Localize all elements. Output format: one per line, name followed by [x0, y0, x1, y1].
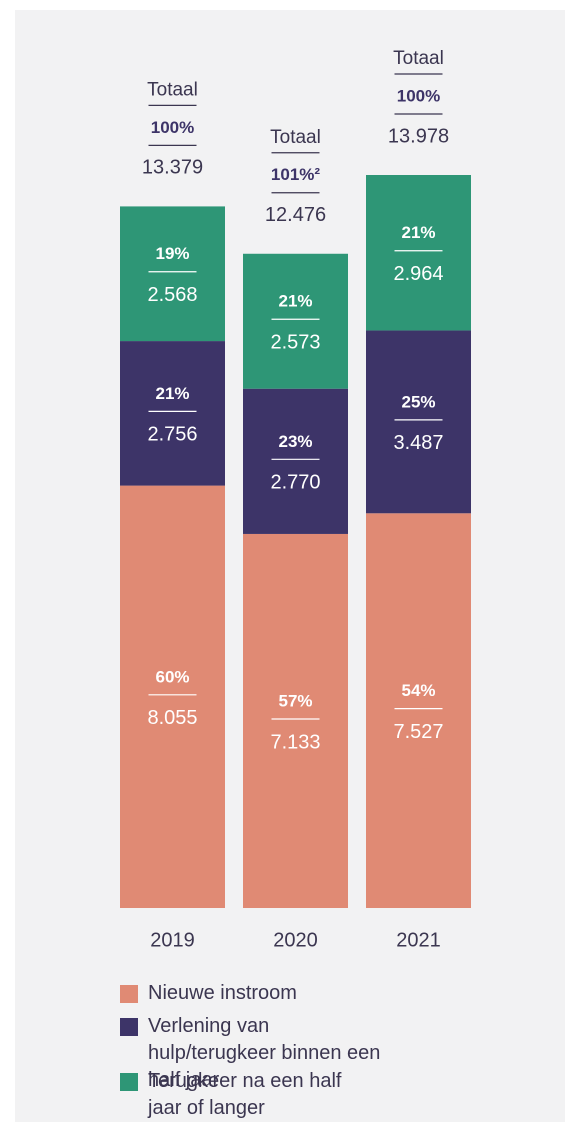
- value-label: 2.756: [147, 424, 197, 446]
- legend-item: Nieuwe instroom: [120, 980, 520, 1007]
- total-share-label: 100%: [151, 118, 194, 137]
- legend-item: Terugkeer na een half jaar of langer: [120, 1068, 370, 1122]
- share-label: 21%: [278, 292, 312, 311]
- share-label: 57%: [278, 691, 312, 710]
- x-tick-label: 2019: [150, 929, 195, 951]
- share-label: 21%: [401, 223, 435, 242]
- total-share-label: 101%²: [271, 165, 320, 184]
- value-label: 8.055: [147, 707, 197, 729]
- share-label: 21%: [155, 384, 189, 403]
- bar-segment: [243, 253, 348, 389]
- share-label: 19%: [155, 244, 189, 263]
- bar-segment: [366, 513, 471, 908]
- bar-segment: [243, 388, 348, 534]
- bar-segment: [243, 533, 348, 908]
- share-label: 25%: [401, 392, 435, 411]
- legend-swatch: [120, 1073, 138, 1091]
- total-title: Totaal: [147, 79, 198, 100]
- legend-swatch: [120, 1018, 138, 1036]
- total-label: 13.978: [388, 125, 449, 147]
- value-label: 7.133: [270, 731, 320, 753]
- value-label: 7.527: [393, 721, 443, 743]
- bar-segment: [120, 341, 225, 486]
- share-label: 23%: [278, 432, 312, 451]
- bar-segment: [120, 485, 225, 908]
- total-title: Totaal: [393, 48, 444, 69]
- bar-segment: [366, 175, 471, 331]
- legend-item: Verlening van hulp/terugkeer binnen een …: [120, 1013, 395, 1094]
- legend-swatch: [120, 985, 138, 1003]
- total-label: 13.379: [142, 157, 203, 179]
- x-tick-label: 2021: [396, 929, 441, 951]
- total-label: 12.476: [265, 204, 326, 226]
- value-label: 2.770: [270, 472, 320, 494]
- legend-label: Nieuwe instroom: [148, 982, 297, 1004]
- total-title: Totaal: [270, 127, 321, 148]
- bar-segment: [120, 206, 225, 342]
- bar-segment: [366, 330, 471, 514]
- share-label: 54%: [401, 681, 435, 700]
- value-label: 2.573: [270, 332, 320, 354]
- total-share-label: 100%: [397, 86, 440, 105]
- x-tick-label: 2020: [273, 929, 318, 951]
- share-label: 60%: [155, 667, 189, 686]
- legend-label: Terugkeer na een half jaar of langer: [148, 1070, 342, 1119]
- value-label: 2.964: [393, 263, 443, 285]
- legend-label: Verlening van hulp/terugkeer binnen een …: [148, 1015, 381, 1091]
- value-label: 3.487: [393, 432, 443, 454]
- value-label: 2.568: [147, 284, 197, 306]
